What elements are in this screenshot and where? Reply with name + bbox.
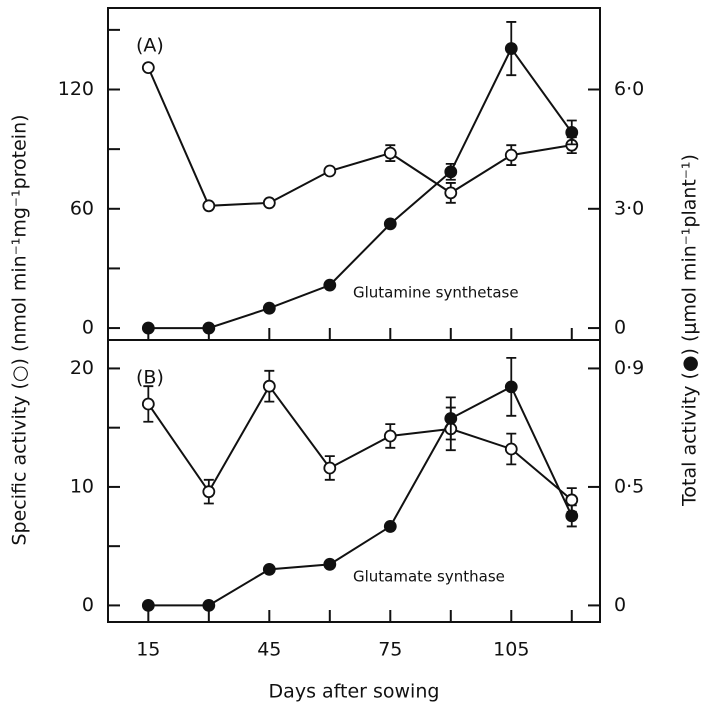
data-point <box>262 301 276 315</box>
y2-tick-label: 3·0 <box>614 197 644 219</box>
data-point <box>202 599 216 612</box>
data-point <box>323 278 337 292</box>
y-tick-label: 0 <box>82 317 94 339</box>
data-point <box>444 412 458 425</box>
x-tick-label: 45 <box>257 639 281 661</box>
plot-frame <box>107 339 601 623</box>
y2-tick-label: 0 <box>614 594 626 616</box>
y-tick-label: 20 <box>70 357 94 379</box>
data-point <box>262 562 276 576</box>
data-point <box>504 380 518 394</box>
data-point <box>565 509 579 523</box>
series-line <box>148 385 573 607</box>
y-tick-label: 60 <box>70 197 94 219</box>
series-line <box>148 46 573 330</box>
panel-label: (B) <box>136 367 164 389</box>
data-point <box>202 485 216 499</box>
annotation: Glutamate synthase <box>353 568 505 586</box>
y2-tick-label: 0 <box>614 317 626 339</box>
data-point <box>504 42 518 55</box>
annotation: Glutamine synthetase <box>353 284 519 302</box>
data-point <box>565 126 579 139</box>
y2-tick-label: 0·5 <box>614 475 644 497</box>
y-tick-label: 120 <box>58 78 94 100</box>
data-point <box>323 461 337 475</box>
data-point <box>202 321 216 335</box>
y2-axis-label: Total activity (●) (μmol min⁻¹plant⁻¹) <box>679 154 701 507</box>
data-point <box>444 186 458 200</box>
data-point <box>202 199 216 213</box>
data-point <box>383 146 397 160</box>
data-point <box>141 397 155 411</box>
data-point <box>141 61 155 75</box>
data-point <box>383 217 397 231</box>
y-tick-label: 10 <box>70 475 94 497</box>
series-line <box>147 384 573 501</box>
x-axis-label: Days after sowing <box>269 681 440 703</box>
data-point <box>565 493 579 507</box>
data-point <box>504 442 518 456</box>
data-point <box>262 379 276 393</box>
data-point <box>383 520 397 533</box>
data-point <box>141 321 155 335</box>
panel-label: (A) <box>136 35 164 57</box>
y-axis-label: Specific activity (○) (nmol min⁻¹mg⁻¹pro… <box>9 114 31 545</box>
data-point <box>323 164 337 178</box>
data-point <box>383 429 397 443</box>
x-tick-label: 105 <box>493 639 529 661</box>
data-point <box>262 196 276 210</box>
data-point <box>444 165 458 179</box>
y2-tick-label: 6·0 <box>614 78 644 100</box>
y2-tick-label: 0·9 <box>614 357 644 379</box>
data-point <box>504 148 518 162</box>
data-point <box>323 557 337 571</box>
series-line <box>147 67 572 207</box>
y-tick-label: 0 <box>82 594 94 616</box>
x-tick-label: 75 <box>378 639 402 661</box>
x-tick-label: 15 <box>136 639 160 661</box>
data-point <box>141 599 155 612</box>
